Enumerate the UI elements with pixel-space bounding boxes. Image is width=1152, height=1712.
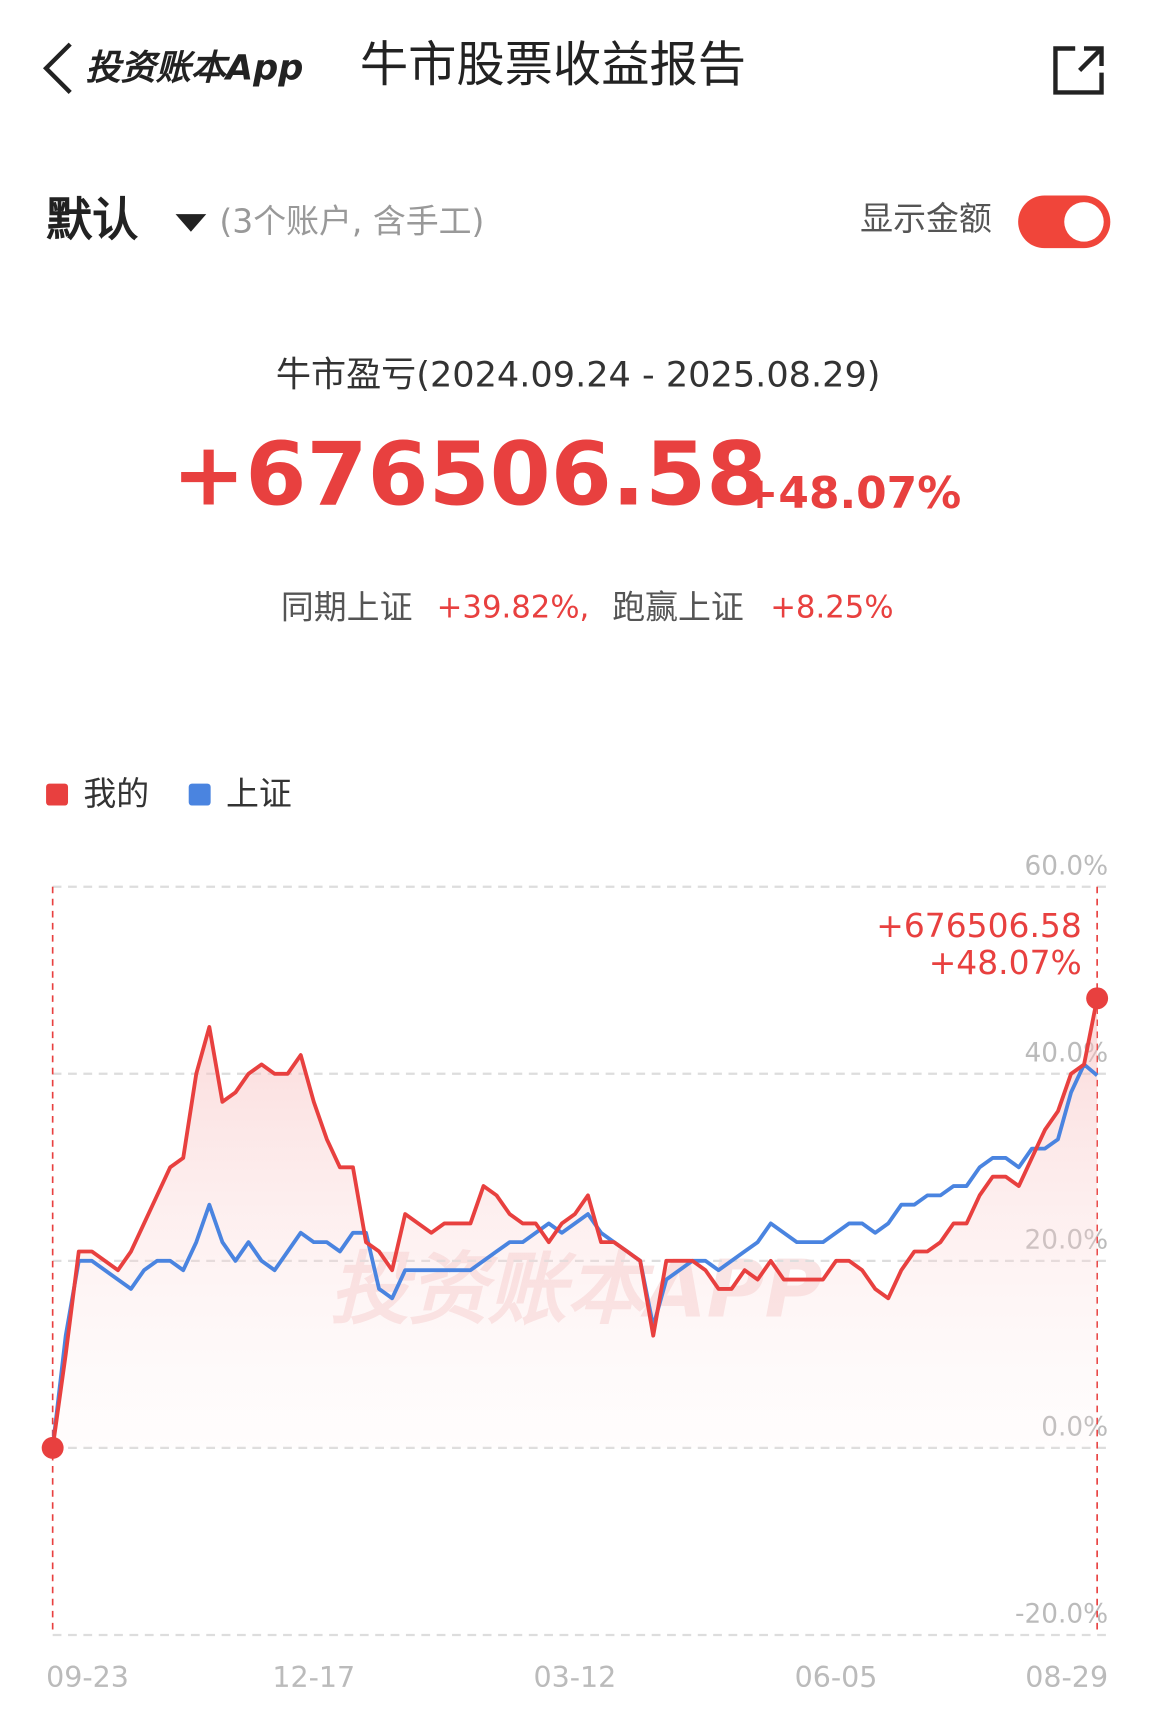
account-note: (3个账户, 含手工) [219, 201, 484, 240]
end-annotation: +676506.58 [876, 906, 1082, 945]
x-tick-label: 03-12 [533, 1661, 616, 1694]
page-title: 牛市股票收益报告 [360, 37, 746, 93]
compare-value: +39.82%, [437, 590, 590, 626]
dropdown-icon [175, 214, 207, 232]
end-annotation: +48.07% [929, 943, 1082, 982]
plot: -20.0%0.0%20.0%40.0%60.0%09-2312-1703-12… [41, 851, 1109, 1694]
share-button[interactable] [1053, 46, 1104, 95]
end-point [41, 1436, 64, 1459]
legend-swatch [188, 783, 211, 806]
x-tick-label: 08-29 [1025, 1661, 1108, 1694]
legend: 我的 上证 [46, 774, 292, 813]
x-tick-label: 06-05 [795, 1661, 878, 1694]
beat-label: 跑赢上证 [612, 588, 744, 627]
back-button[interactable]: 投资账本App [42, 42, 304, 94]
legend-swatch [46, 783, 69, 806]
legend-label: 我的 [83, 774, 149, 813]
x-tick-label: 12-17 [272, 1661, 355, 1694]
legend-label: 上证 [226, 774, 292, 813]
toggle-switch[interactable] [1018, 195, 1111, 249]
compare-label: 同期上证 [281, 588, 413, 627]
account-name: 默认 [46, 192, 138, 246]
back-label: 投资账本App [86, 47, 304, 88]
toggle-knob [1064, 202, 1104, 242]
toggle-label: 显示金额 [860, 199, 992, 238]
period: 牛市盈亏(2024.09.24 - 2025.08.29) [276, 355, 881, 396]
y-tick-label: -20.0% [1015, 1600, 1108, 1630]
x-tick-label: 09-23 [46, 1661, 129, 1694]
end-point [1086, 987, 1109, 1010]
profit-percent: +48.07% [742, 468, 962, 519]
profit-amount: +676506.58 [172, 424, 767, 526]
account-selector[interactable]: 默认 (3个账户, 含手工) [46, 192, 484, 246]
y-tick-label: 60.0% [1024, 851, 1108, 881]
back-icon [42, 42, 72, 94]
series-line [50, 1062, 1099, 1449]
series-line [50, 997, 1100, 1449]
share-icon [1053, 46, 1104, 95]
beat-value: +8.25% [770, 590, 893, 626]
